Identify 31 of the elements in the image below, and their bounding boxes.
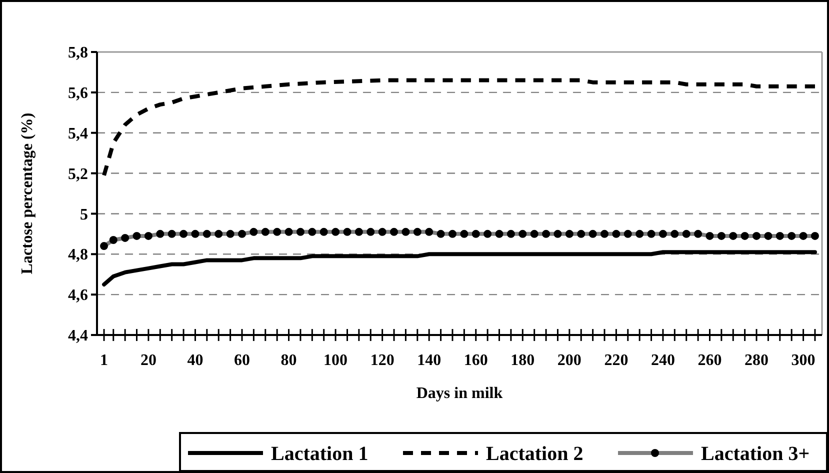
x-tick-label: 80 — [280, 352, 297, 369]
y-tick-label: 5,6 — [68, 85, 88, 102]
x-tick-label: 100 — [324, 352, 348, 369]
y-tick-label: 5,4 — [68, 125, 88, 142]
x-tick-label: 140 — [417, 352, 442, 369]
legend-label: Lactation 2 — [486, 443, 584, 465]
x-tick-label: 120 — [370, 352, 394, 369]
x-tick-label: 220 — [604, 352, 628, 369]
y-tick-label: 5,2 — [68, 166, 88, 183]
y-tick-label: 5,8 — [68, 44, 88, 62]
x-tick-label: 180 — [510, 352, 535, 369]
legend-label: Lactation 3+ — [701, 443, 810, 465]
x-tick-label: 160 — [464, 352, 488, 369]
x-tick-label: 40 — [187, 352, 204, 369]
x-tick-label: 280 — [744, 352, 769, 369]
x-tick-label: 1 — [100, 352, 108, 369]
line-series — [102, 78, 817, 178]
legend-label: Lactation 1 — [271, 443, 368, 465]
x-tick-label: 260 — [698, 352, 722, 369]
line-series — [102, 250, 817, 286]
y-tick-label: 4,8 — [68, 246, 88, 264]
x-tick-label: 60 — [234, 352, 250, 369]
y-axis-title: Lactose percentage (%) — [19, 112, 36, 274]
x-axis-title: Days in milk — [416, 385, 503, 402]
x-tick-label: 20 — [140, 352, 156, 369]
y-tick-label: 4,4 — [68, 328, 88, 345]
x-tick-label: 240 — [650, 352, 675, 369]
x-tick-label: 300 — [791, 352, 816, 369]
y-tick-label: 4,6 — [68, 287, 88, 304]
x-tick-label: 200 — [557, 352, 582, 369]
y-tick-label: 5 — [80, 206, 88, 224]
